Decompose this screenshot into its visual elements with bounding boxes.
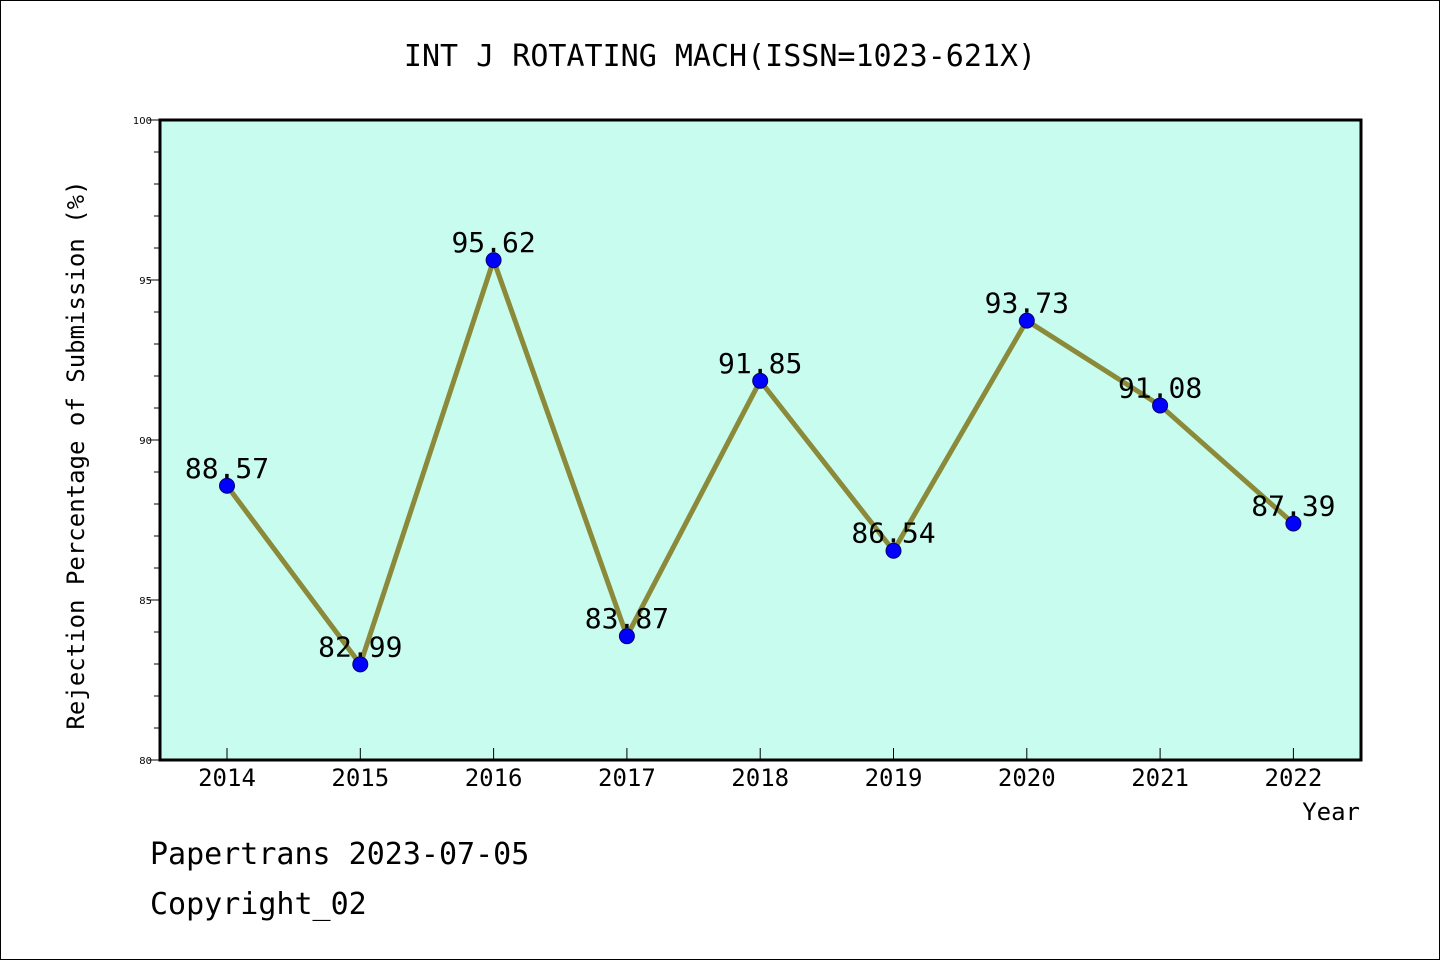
data-label: 86.54 bbox=[851, 517, 935, 550]
x-tick-label: 2021 bbox=[1131, 764, 1189, 792]
data-point bbox=[219, 477, 235, 494]
data-point bbox=[618, 628, 635, 645]
x-tick-label: 2017 bbox=[598, 764, 656, 792]
x-tick-label: 2020 bbox=[998, 764, 1056, 792]
data-label: 88.57 bbox=[185, 452, 269, 485]
data-point bbox=[885, 542, 902, 559]
data-point bbox=[352, 656, 369, 673]
data-label: 87.39 bbox=[1251, 490, 1335, 523]
footer-copyright: Copyright_02 bbox=[150, 887, 367, 922]
data-markers bbox=[219, 252, 1302, 673]
x-tick-label: 2016 bbox=[465, 764, 523, 792]
chart-title: INT J ROTATING MACH(ISSN=1023-621X) bbox=[404, 39, 1036, 74]
data-point bbox=[1018, 312, 1035, 329]
y-tick-label: 85 bbox=[139, 596, 152, 607]
x-tick-label: 2018 bbox=[731, 764, 789, 792]
y-tick-label: 80 bbox=[139, 756, 152, 767]
footer-date: Papertrans 2023-07-05 bbox=[150, 837, 529, 872]
x-axis: 2014 2015 2016 2017 2018 2019 2020 2021 2022 bbox=[198, 748, 1322, 792]
data-label: 91.85 bbox=[718, 347, 802, 380]
data-point bbox=[752, 372, 769, 389]
data-point bbox=[1152, 397, 1169, 414]
data-point bbox=[485, 252, 502, 269]
y-tick-label: 90 bbox=[139, 436, 152, 447]
plot-area bbox=[158, 118, 1363, 762]
data-label: 95.62 bbox=[451, 226, 535, 259]
data-labels: 88.57 82.99 95.62 83.87 91.85 86.54 93.73 91.08… bbox=[185, 226, 1336, 663]
data-label: 82.99 bbox=[318, 630, 402, 663]
data-label: 91.08 bbox=[1118, 371, 1202, 404]
y-tick-label: 95 bbox=[139, 276, 152, 287]
data-label: 83.87 bbox=[585, 602, 669, 635]
y-tick-label: 100 bbox=[133, 116, 152, 127]
y-axis-label: Rejection Percentage of Submission (%) bbox=[62, 180, 90, 729]
data-point bbox=[1285, 515, 1302, 532]
x-tick-label: 2022 bbox=[1265, 764, 1323, 792]
x-tick-label: 2019 bbox=[865, 764, 923, 792]
y-axis: 80 85 90 95 100 bbox=[133, 116, 160, 767]
data-label: 93.73 bbox=[985, 287, 1069, 320]
x-axis-label: Year bbox=[1302, 798, 1360, 826]
x-tick-label: 2014 bbox=[198, 764, 256, 792]
x-tick-label: 2015 bbox=[331, 764, 389, 792]
